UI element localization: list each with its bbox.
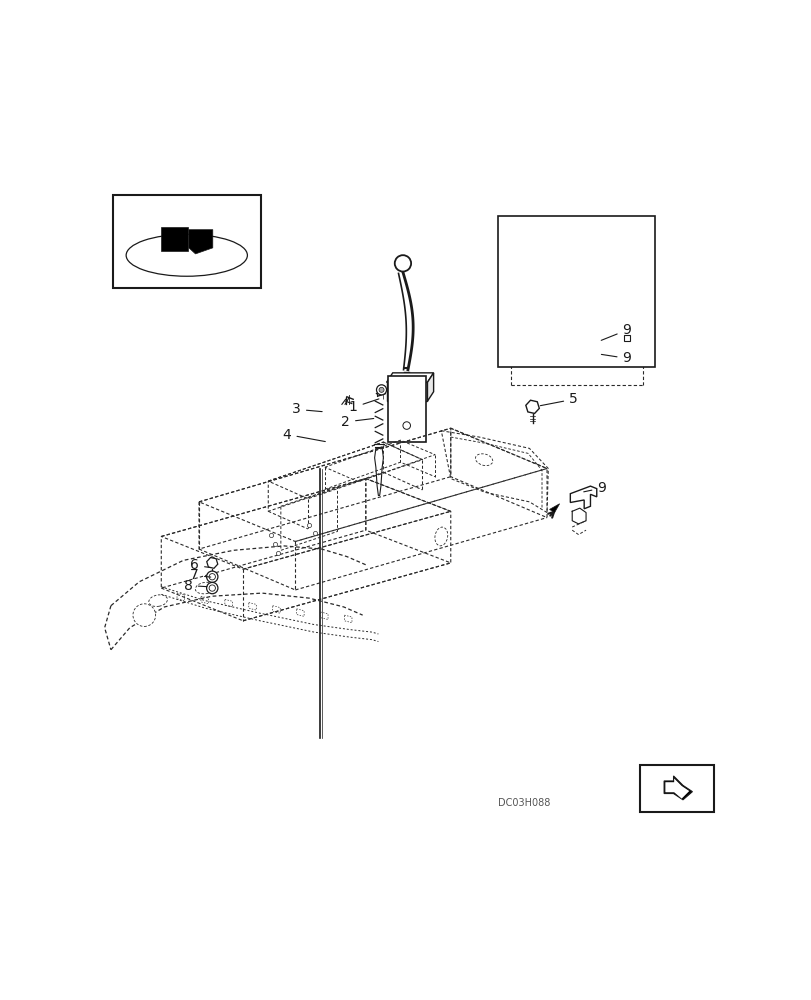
Ellipse shape [195, 582, 215, 594]
Text: 2: 2 [341, 415, 373, 429]
Polygon shape [386, 382, 427, 401]
Polygon shape [549, 504, 559, 513]
Polygon shape [664, 778, 689, 799]
Circle shape [206, 571, 217, 582]
Text: 9: 9 [601, 351, 631, 365]
Text: 1: 1 [349, 399, 379, 414]
Circle shape [379, 387, 384, 392]
Ellipse shape [126, 234, 247, 276]
Bar [497, 216, 654, 367]
Ellipse shape [148, 595, 167, 606]
Ellipse shape [435, 527, 447, 546]
Circle shape [402, 422, 410, 429]
Circle shape [133, 604, 156, 626]
Text: 9: 9 [600, 323, 631, 340]
Polygon shape [161, 227, 187, 251]
Polygon shape [189, 230, 212, 254]
Bar [639, 765, 713, 812]
Circle shape [394, 255, 410, 272]
Polygon shape [427, 373, 433, 401]
Text: 6: 6 [190, 558, 211, 572]
Polygon shape [374, 448, 383, 496]
Circle shape [209, 585, 215, 591]
Text: 7: 7 [190, 568, 211, 582]
Circle shape [376, 385, 386, 395]
Text: 4: 4 [282, 428, 325, 442]
Bar [623, 335, 629, 341]
Polygon shape [569, 486, 596, 509]
Circle shape [206, 582, 217, 594]
Text: 8: 8 [183, 579, 207, 593]
Text: DC03H088: DC03H088 [497, 798, 550, 808]
Ellipse shape [475, 454, 492, 466]
Bar [113, 195, 260, 288]
Polygon shape [388, 376, 425, 442]
Text: 5: 5 [539, 392, 577, 406]
Text: 3: 3 [292, 402, 322, 416]
Polygon shape [386, 373, 433, 382]
Text: 9: 9 [583, 481, 606, 495]
Polygon shape [663, 776, 692, 800]
Circle shape [209, 574, 215, 580]
